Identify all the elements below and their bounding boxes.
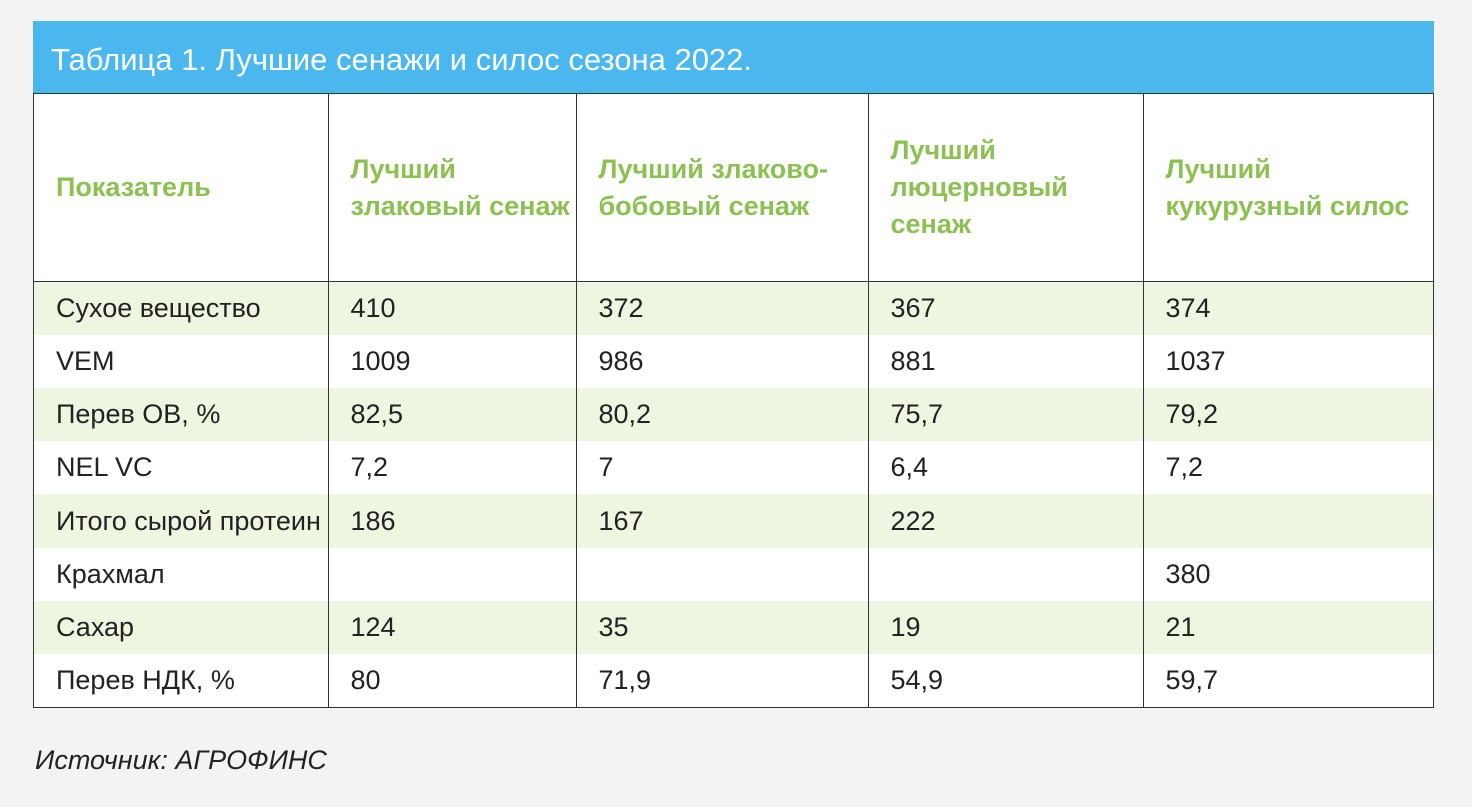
- table-cell: 80: [327, 653, 576, 707]
- table-cell: 380: [1142, 547, 1433, 601]
- table-cell: 82,5: [327, 388, 576, 442]
- table-cell: 7,2: [327, 441, 576, 495]
- table-cell: 374: [1142, 281, 1433, 336]
- table-cell: 7: [575, 441, 868, 495]
- table-title: Таблица 1. Лучшие сенажи и силос сезона …: [33, 21, 1434, 93]
- row-label: VEM: [34, 335, 328, 389]
- table-cell: 367: [867, 281, 1143, 336]
- header-grass-legume-haylage: Лучший злаково-бобовый сенаж: [575, 94, 868, 282]
- table-row: Перев НДК, % 80 71,9 54,9 59,7: [34, 653, 1433, 707]
- table-cell: 79,2: [1142, 388, 1433, 442]
- table-cell: 71,9: [575, 653, 868, 707]
- header-corn-silage: Лучший кукурузный силос: [1142, 94, 1433, 282]
- row-label: Перев ОВ, %: [34, 388, 328, 442]
- table-cell: 21: [1142, 600, 1433, 654]
- header-row: Показатель Лучший злаковый сенаж Лучший …: [34, 94, 1433, 282]
- row-label: Крахмал: [34, 547, 328, 601]
- row-label: NEL VC: [34, 441, 328, 495]
- table-row: Сахар 124 35 19 21: [34, 600, 1433, 654]
- header-indicator: Показатель: [34, 94, 328, 282]
- table-cell: 54,9: [867, 653, 1143, 707]
- table-cell: 1037: [1142, 335, 1433, 389]
- table-cell: 6,4: [867, 441, 1143, 495]
- row-label: Итого сырой протеин: [34, 494, 328, 548]
- table-cell: 124: [327, 600, 576, 654]
- table-cell: 986: [575, 335, 868, 389]
- table-cell: 75,7: [867, 388, 1143, 442]
- table-row: Итого сырой протеин 186 167 222: [34, 494, 1433, 548]
- row-label: Сахар: [34, 600, 328, 654]
- table-cell: 80,2: [575, 388, 868, 442]
- table-cell: 167: [575, 494, 868, 548]
- table-row: VEM 1009 986 881 1037: [34, 335, 1433, 389]
- table-cell: 1009: [327, 335, 576, 389]
- table-cell: 59,7: [1142, 653, 1433, 707]
- table-cell: [575, 547, 868, 601]
- table-cell: [327, 547, 576, 601]
- table-cell: [1142, 494, 1433, 548]
- table-row: NEL VC 7,2 7 6,4 7,2: [34, 441, 1433, 495]
- table-row: Крахмал 380: [34, 547, 1433, 601]
- table-cell: 372: [575, 281, 868, 336]
- header-grass-haylage: Лучший злаковый сенаж: [327, 94, 576, 282]
- table-cell: [867, 547, 1143, 601]
- table-row: Сухое вещество 410 372 367 374: [34, 281, 1433, 336]
- table-row: Перев ОВ, % 82,5 80,2 75,7 79,2: [34, 388, 1433, 442]
- data-table: Показатель Лучший злаковый сенаж Лучший …: [34, 94, 1433, 707]
- source-note: Источник: АГРОФИНС: [35, 745, 327, 775]
- row-label: Сухое вещество: [34, 281, 328, 336]
- data-table-container: Показатель Лучший злаковый сенаж Лучший …: [33, 93, 1434, 708]
- table-cell: 881: [867, 335, 1143, 389]
- table-cell: 222: [867, 494, 1143, 548]
- table-cell: 35: [575, 600, 868, 654]
- table-cell: 19: [867, 600, 1143, 654]
- header-alfalfa-haylage: Лучший люцерновый сенаж: [867, 94, 1143, 282]
- table-cell: 7,2: [1142, 441, 1433, 495]
- row-label: Перев НДК, %: [34, 653, 328, 707]
- table-cell: 186: [327, 494, 576, 548]
- table-cell: 410: [327, 281, 576, 336]
